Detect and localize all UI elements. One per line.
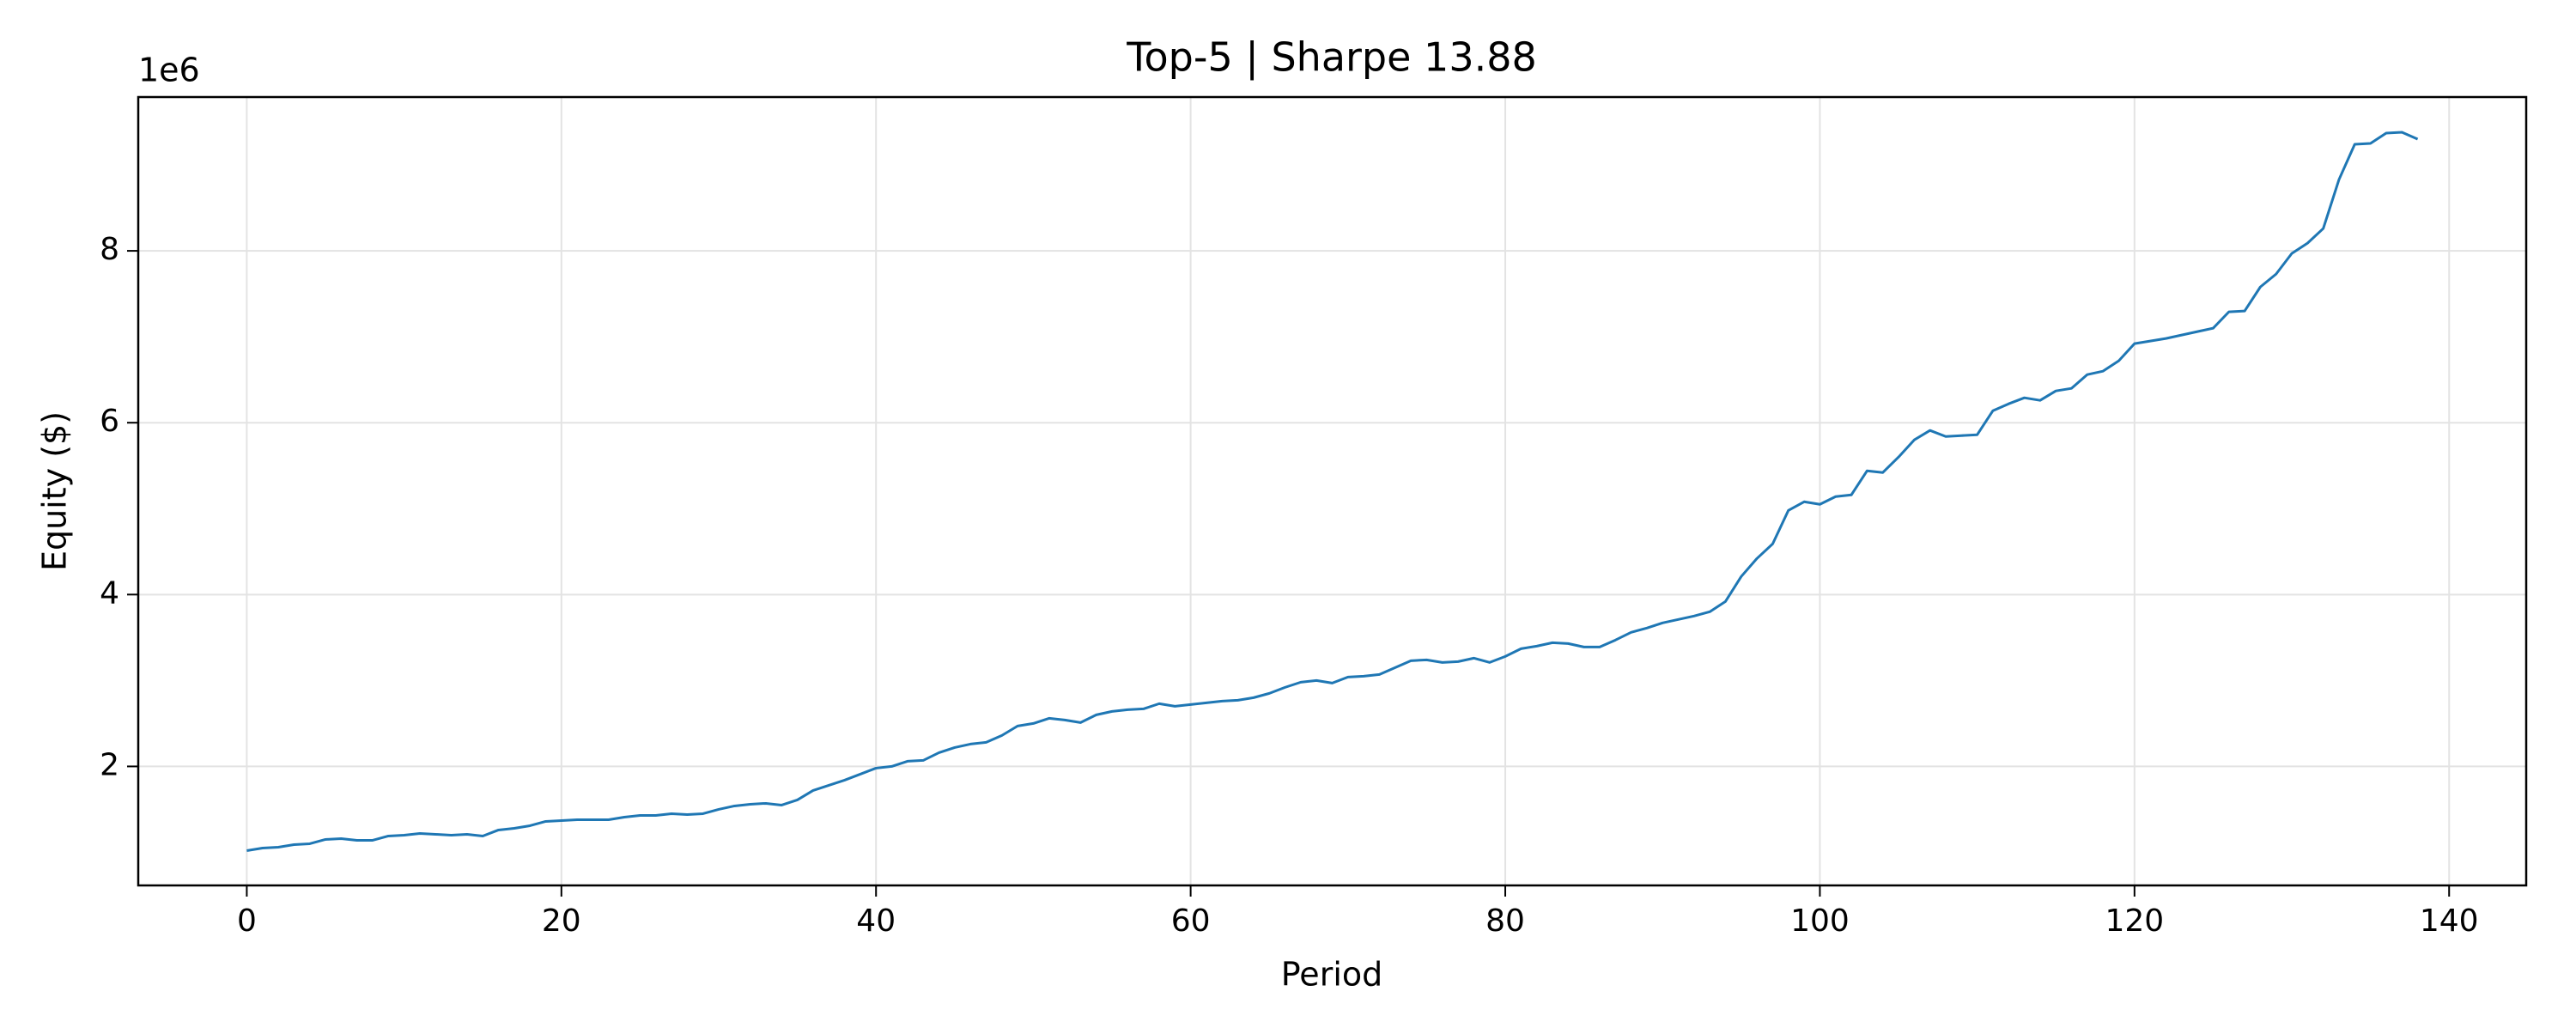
x-tick-label: 20 — [542, 903, 581, 939]
y-axis-label: Equity ($) — [36, 411, 74, 571]
x-tick-label: 120 — [2105, 903, 2164, 939]
y-tick-label: 2 — [100, 747, 119, 782]
x-tick-label: 0 — [237, 903, 257, 939]
x-tick-label: 80 — [1485, 903, 1525, 939]
y-tick-label: 4 — [100, 575, 119, 611]
y-tick-label: 8 — [100, 232, 119, 267]
equity-line — [246, 131, 2419, 852]
x-axis-label: Period — [1281, 956, 1383, 994]
y-tick-label: 6 — [100, 404, 119, 439]
x-tick-label: 100 — [1790, 903, 1850, 939]
x-tick-label: 140 — [2420, 903, 2479, 939]
y-offset-label: 1e6 — [138, 52, 200, 89]
x-tick-label: 40 — [856, 903, 896, 939]
chart-title: Top-5 | Sharpe 13.88 — [1126, 34, 1537, 82]
x-tick-label: 60 — [1171, 903, 1211, 939]
plot-frame — [137, 95, 2528, 887]
